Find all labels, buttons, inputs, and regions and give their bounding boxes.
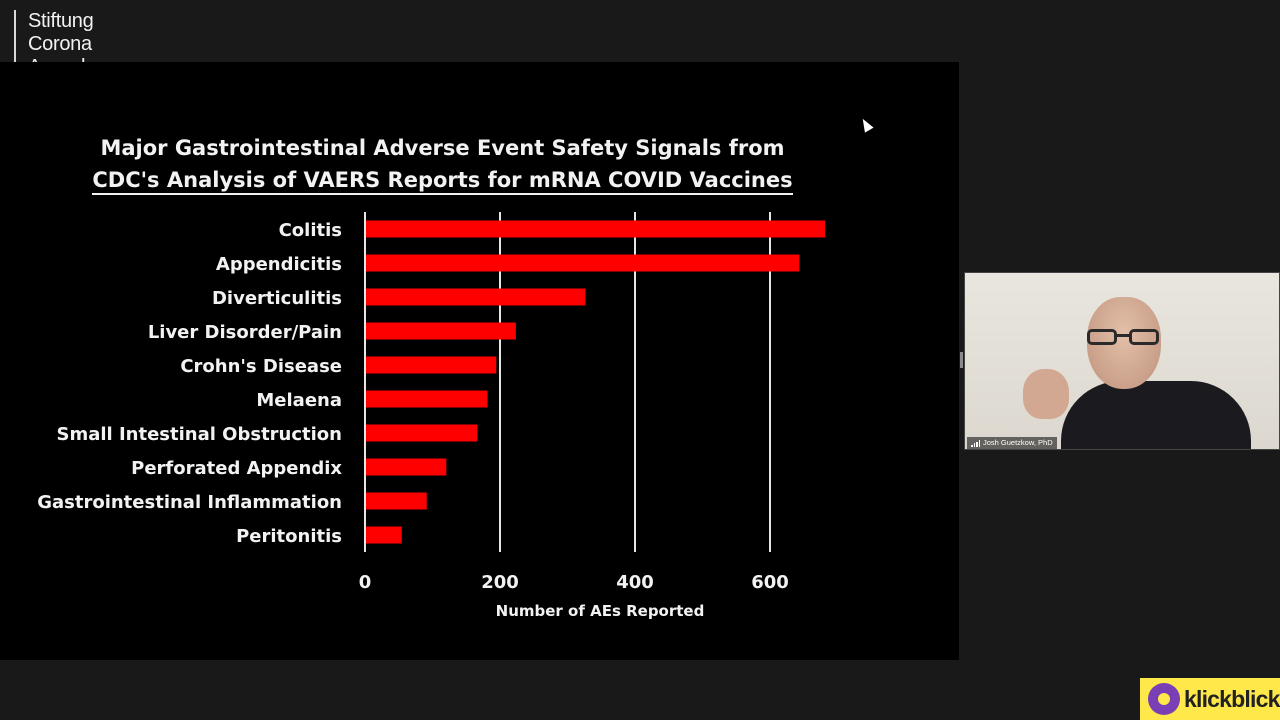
x-tick-label: 600 bbox=[751, 572, 789, 593]
bar bbox=[366, 424, 478, 442]
bar bbox=[366, 390, 488, 408]
category-label: Liver Disorder/Pain bbox=[148, 322, 342, 343]
bar bbox=[366, 220, 825, 238]
resize-handle[interactable] bbox=[960, 352, 963, 368]
chart-title-line1: Major Gastrointestinal Adverse Event Saf… bbox=[100, 136, 785, 160]
bar-chart: Colitis Appendicitis Diverticulitis Liver D… bbox=[37, 212, 825, 620]
speaker-body bbox=[1061, 381, 1251, 449]
bar bbox=[366, 526, 402, 544]
camera-aperture-icon bbox=[1148, 683, 1180, 715]
category-label: Colitis bbox=[279, 220, 342, 241]
webcam-video-tile[interactable]: Josh Guetzkow, PhD bbox=[964, 272, 1280, 450]
category-label: Crohn's Disease bbox=[180, 356, 342, 377]
category-label: Peritonitis bbox=[236, 526, 342, 547]
category-label: Small Intestinal Obstruction bbox=[56, 424, 342, 445]
category-label: Perforated Appendix bbox=[131, 458, 342, 479]
klickblick-badge: klickblick bbox=[1140, 678, 1280, 720]
x-tick-label: 200 bbox=[481, 572, 519, 593]
bar bbox=[366, 254, 800, 272]
bar bbox=[366, 288, 586, 306]
x-tick-label: 400 bbox=[616, 572, 654, 593]
logo-line: Stiftung bbox=[28, 10, 94, 32]
bar bbox=[366, 458, 447, 476]
bar bbox=[366, 356, 497, 374]
category-label: Diverticulitis bbox=[212, 288, 342, 309]
presentation-slide: Major Gastrointestinal Adverse Event Saf… bbox=[0, 62, 959, 660]
glasses-icon bbox=[1085, 329, 1165, 345]
chart-title-line2-text: CDC's Analysis of VAERS Reports for mRNA… bbox=[92, 168, 793, 195]
bar bbox=[366, 322, 516, 340]
x-tick-label: 0 bbox=[359, 572, 372, 593]
chart-title-line2: CDC's Analysis of VAERS Reports for mRNA… bbox=[0, 164, 885, 196]
participant-nametag: Josh Guetzkow, PhD bbox=[967, 437, 1057, 449]
badge-text: klickblick bbox=[1184, 685, 1280, 712]
category-label: Appendicitis bbox=[216, 254, 342, 275]
participant-name: Josh Guetzkow, PhD bbox=[983, 438, 1053, 447]
x-axis-label: Number of AEs Reported bbox=[496, 602, 705, 620]
speaker-hand bbox=[1023, 369, 1069, 419]
bar bbox=[366, 492, 427, 510]
logo-line: Corona bbox=[28, 33, 92, 55]
category-label: Melaena bbox=[256, 390, 342, 411]
category-label: Gastrointestinal Inflammation bbox=[37, 492, 342, 513]
signal-strength-icon bbox=[971, 439, 980, 447]
